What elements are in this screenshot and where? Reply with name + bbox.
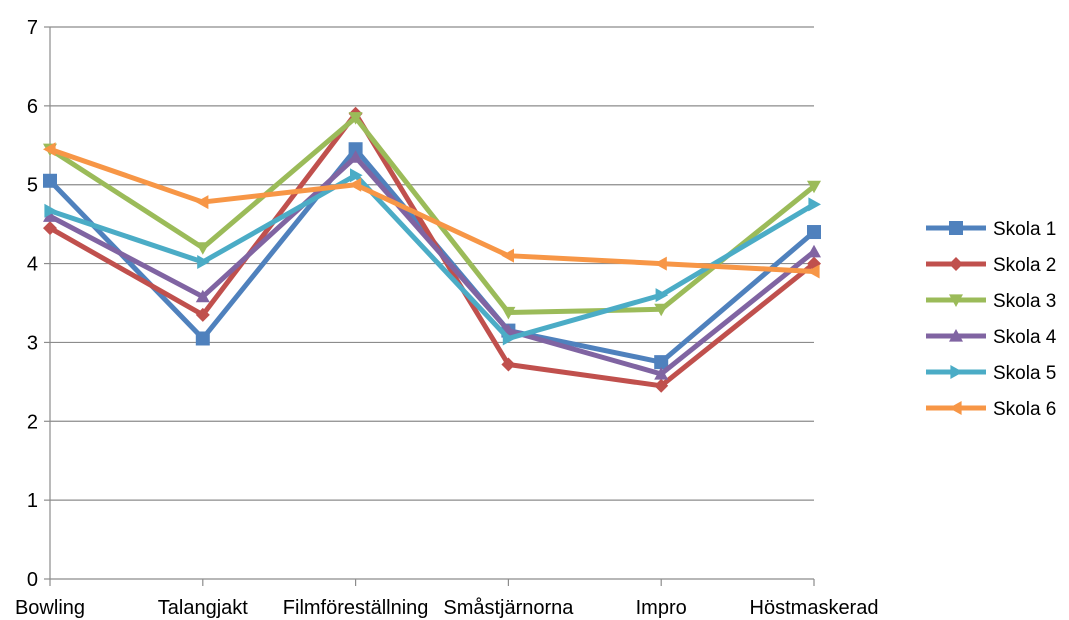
series-lines [43,106,821,393]
data-point-marker [949,401,962,415]
y-tick-label: 7 [27,17,38,39]
data-point-marker [654,256,667,271]
data-point-marker [807,244,821,258]
y-tick-label: 6 [27,96,38,118]
legend-item-4: Skola 4 [926,327,1057,348]
data-point-marker [43,209,57,222]
data-point-marker [949,257,963,271]
legend-label: Skola 4 [993,327,1057,348]
data-point-marker [43,173,57,188]
x-tick-label: Bowling [15,597,85,619]
data-point-marker [348,150,363,163]
series-3 [43,112,821,320]
series-line [47,172,817,341]
x-tick-label: Höstmaskerad [750,597,879,619]
x-tick-label: Impro [636,597,687,619]
axes: 0 1 2 3 4 5 6 7 Bowling Talangjakt Filmföreställni… [15,17,878,619]
data-point-marker [348,142,363,157]
data-point-marker [195,307,210,322]
data-point-marker [195,289,210,303]
data-point-marker [949,221,963,235]
data-point-marker [655,288,669,303]
data-point-marker [350,168,363,183]
series-line [47,115,817,315]
y-tick-label: 1 [27,490,38,512]
legend-label: Skola 6 [993,399,1056,420]
data-point-marker [348,112,363,125]
legend-item-6: Skola 6 [926,399,1056,420]
y-tick-label: 0 [27,569,38,591]
data-point-marker [501,248,514,263]
data-point-marker [43,142,56,157]
legend: Skola 1 Skola 2 Skola 3 Skola 4 Skola 5 Skola… [926,219,1057,420]
data-point-marker [348,177,362,192]
data-point-marker [950,365,963,379]
data-point-marker [43,221,57,236]
data-point-marker [654,355,669,370]
x-tick-label: Talangjakt [158,597,249,619]
gridlines [50,26,814,501]
data-point-marker [807,180,821,194]
data-point-marker [654,366,669,380]
data-point-marker [654,378,669,393]
data-point-marker [44,203,57,218]
data-point-marker [949,294,963,307]
data-point-marker [654,303,669,317]
legend-item-1: Skola 1 [926,219,1056,240]
y-tick-label: 3 [27,332,38,354]
data-point-marker [501,357,516,372]
legend-label: Skola 2 [993,255,1056,276]
series-line [47,154,817,377]
data-point-marker [949,329,963,342]
data-point-marker [195,242,210,255]
series-5 [44,168,821,346]
data-point-marker [807,264,820,279]
legend-label: Skola 5 [993,363,1056,384]
y-tick-label: 5 [27,175,38,197]
series-line [47,146,817,274]
data-point-marker [501,306,516,320]
series-6 [43,142,820,279]
x-tick-label: Småstjärnorna [443,597,574,619]
legend-item-5: Skola 5 [926,363,1056,384]
data-point-marker [502,331,516,346]
x-tick-label: Filmföreställning [283,597,429,619]
series-line [47,111,817,389]
legend-item-2: Skola 2 [926,255,1056,276]
data-point-marker [195,195,209,210]
legend-label: Skola 1 [993,219,1056,240]
series-4 [43,150,821,380]
data-point-marker [197,254,210,269]
data-point-marker [195,331,210,346]
legend-item-3: Skola 3 [926,291,1056,312]
y-tick-label: 2 [27,411,38,433]
data-point-marker [807,225,821,240]
data-point-marker [808,197,821,212]
legend-label: Skola 3 [993,291,1056,312]
y-tick-label: 4 [27,254,38,276]
